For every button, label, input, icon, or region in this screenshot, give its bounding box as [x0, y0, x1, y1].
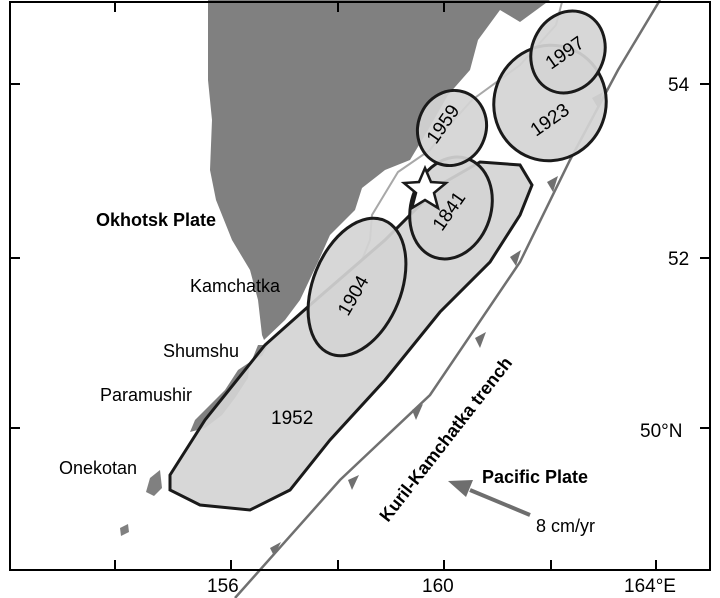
pacific-plate-label: Pacific Plate	[482, 467, 588, 487]
lat-label-50: 50°N	[640, 421, 682, 442]
trench-tooth	[270, 542, 281, 556]
arrow-shaft	[469, 488, 531, 517]
trench-tooth	[412, 404, 423, 420]
plate-motion-arrow	[448, 480, 531, 517]
axis-ticks	[10, 2, 710, 570]
rupture-zone-1997	[529, 9, 607, 95]
paramushir-label: Paramushir	[100, 385, 192, 405]
kamchatka-landmass	[208, 0, 550, 340]
small-island	[404, 148, 412, 156]
trench-line	[234, 0, 662, 598]
rupture-year-1952: 1952	[271, 408, 313, 429]
map-frame	[9, 1, 711, 571]
lat-label-54: 54	[668, 75, 690, 96]
rupture-zone-1959	[416, 88, 488, 168]
onekotan-label: Onekotan	[59, 458, 137, 478]
okhotsk-plate-label: Okhotsk Plate	[96, 210, 216, 230]
trench-tooth	[510, 250, 521, 266]
lat-label-52: 52	[668, 249, 689, 270]
lon-label-164: 164°E	[624, 576, 676, 597]
shumshu-label: Shumshu	[163, 341, 239, 361]
velocity-label: 8 cm/yr	[536, 516, 595, 536]
lon-label-160: 160	[422, 576, 454, 597]
trench-tooth	[547, 176, 558, 192]
rupture-zone-1904	[306, 216, 408, 358]
arrow-head-icon	[448, 480, 473, 497]
onekotan-island	[146, 470, 162, 496]
kamchatka-label: Kamchatka	[190, 276, 281, 296]
paramushir-island	[190, 362, 250, 432]
epicenter-star-icon	[400, 164, 450, 211]
trench-tooth	[475, 332, 486, 348]
small-island	[120, 524, 129, 536]
rupture-zones	[168, 9, 608, 512]
lon-label-156: 156	[207, 576, 239, 597]
trench-tooth	[348, 475, 359, 490]
